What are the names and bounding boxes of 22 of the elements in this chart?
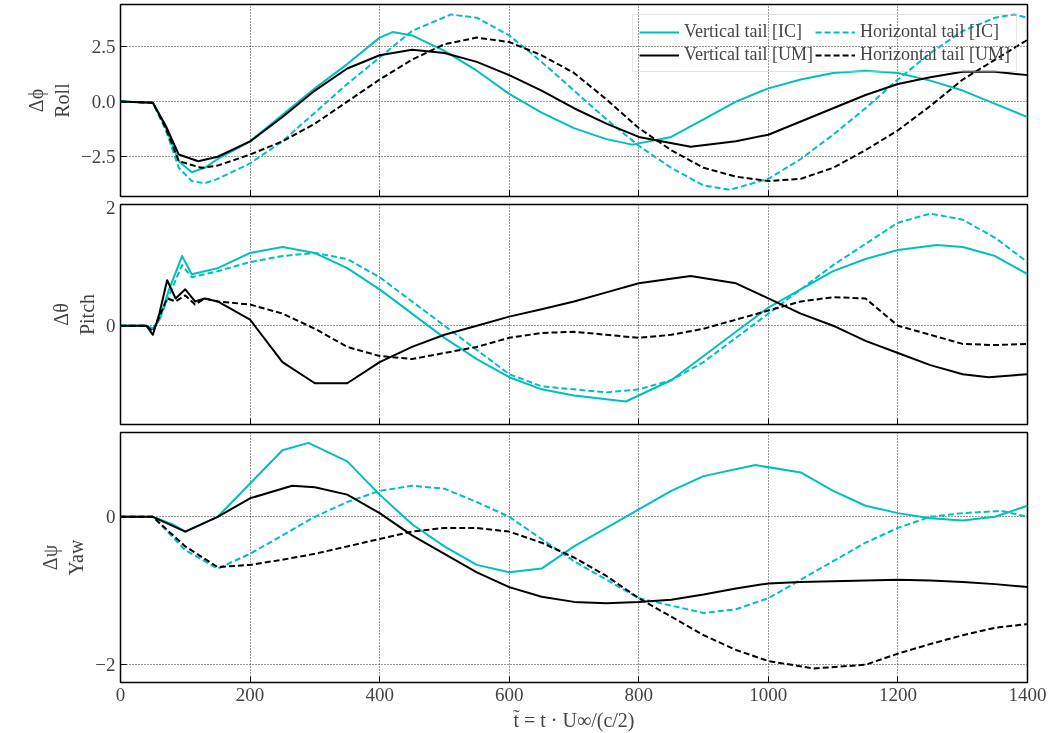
y-axis-title: Δθ Pitch: [49, 293, 98, 336]
y-axis-title: Δϕ Roll: [24, 82, 74, 118]
x-axis-title: t̃ = t · U∞/(c/2): [512, 708, 635, 732]
legend-label: Vertical tail [IC]: [684, 21, 803, 42]
legend-label: Vertical tail [UM]: [684, 44, 814, 65]
x-tick-label: 1000: [749, 683, 788, 705]
x-tick-label: 400: [365, 683, 394, 705]
y-tick-label: 0: [106, 315, 116, 337]
y-tick-label: −2.5: [81, 146, 116, 168]
y-tick-label: −2: [95, 654, 116, 676]
y-tick-label: 0.0: [91, 91, 116, 113]
y-tick-label: 2.5: [91, 35, 116, 57]
legend-label: Horizontal tail [IC]: [860, 21, 999, 42]
y-tick-label: 2: [106, 196, 116, 218]
y-tick-label: 0: [106, 506, 116, 528]
legend-label: Horizontal tail [UM]: [860, 44, 1010, 65]
x-tick-label: 1400: [1008, 683, 1047, 705]
x-tick-label: 800: [624, 683, 654, 705]
x-tick-label: 200: [235, 683, 265, 705]
y-axis-title: Δψ Yaw: [38, 539, 88, 576]
x-tick-label: 600: [494, 683, 524, 705]
x-tick-label: 1200: [878, 683, 917, 705]
